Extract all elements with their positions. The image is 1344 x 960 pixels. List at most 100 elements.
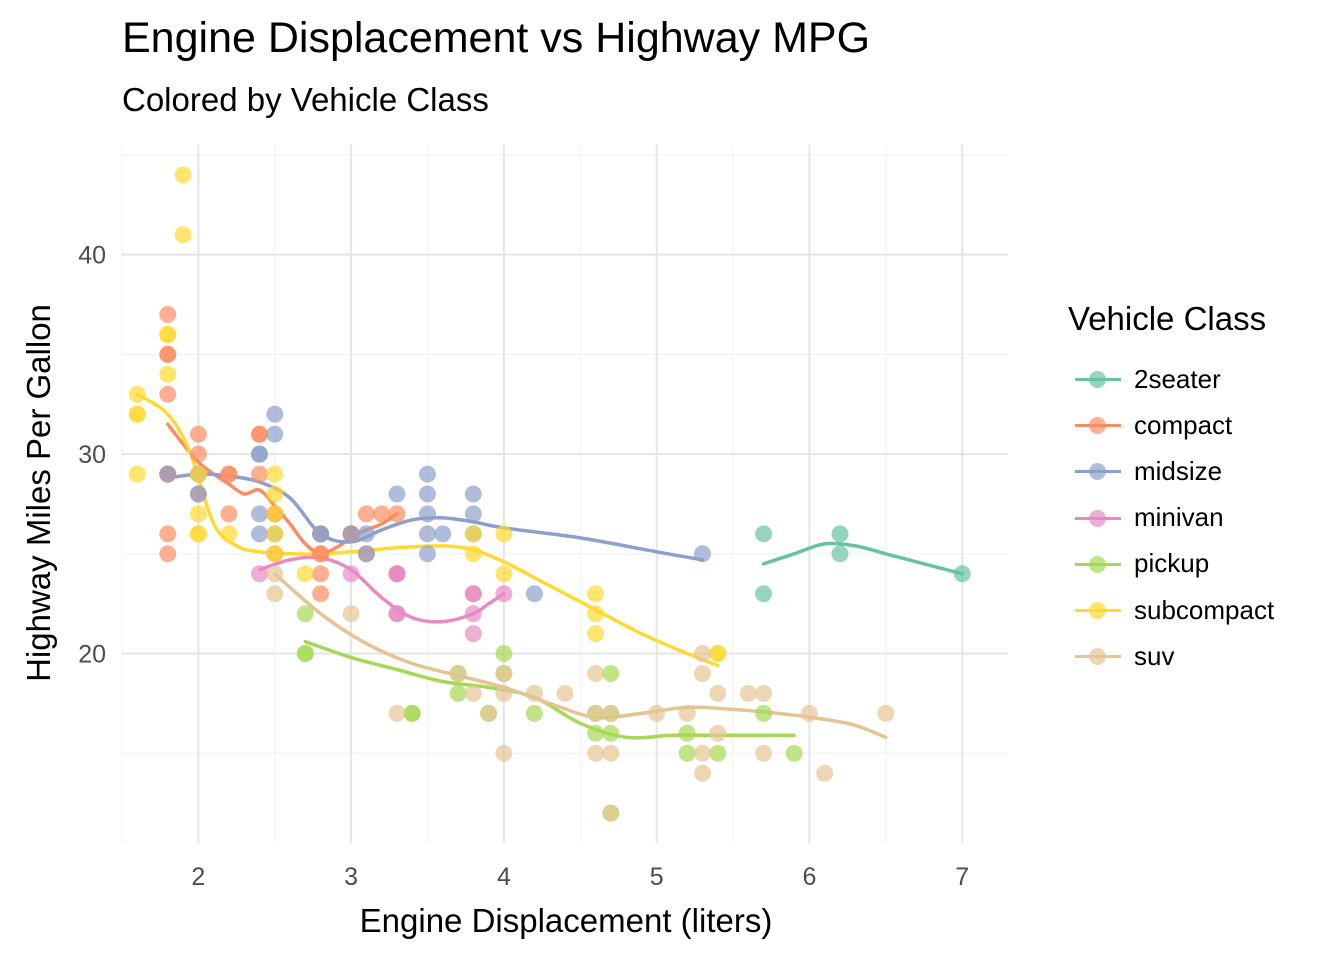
point-compact bbox=[159, 306, 177, 323]
point-suv bbox=[694, 645, 711, 662]
point-minivan bbox=[495, 585, 513, 603]
point-pickup bbox=[449, 684, 467, 702]
point-suv bbox=[602, 704, 620, 722]
point-midsize bbox=[434, 525, 452, 543]
point-subcompact bbox=[174, 166, 192, 184]
point-subcompact bbox=[266, 485, 284, 503]
point-compact bbox=[189, 425, 207, 443]
point-midsize bbox=[419, 525, 436, 543]
point-subcompact bbox=[128, 385, 146, 403]
point-suv bbox=[694, 764, 711, 782]
point-midsize bbox=[694, 545, 711, 563]
point-subcompact bbox=[189, 465, 207, 483]
point-suv bbox=[587, 704, 605, 722]
chart-subtitle: Colored by Vehicle Class bbox=[122, 81, 489, 118]
point-pickup bbox=[495, 645, 513, 662]
point-subcompact bbox=[266, 505, 284, 523]
point-midsize bbox=[419, 465, 436, 483]
point-minivan bbox=[251, 565, 268, 583]
point-suv bbox=[694, 665, 711, 682]
x-axis-title: Engine Displacement (liters) bbox=[360, 902, 773, 939]
point-subcompact bbox=[128, 405, 146, 423]
legend-key-minivan bbox=[1068, 503, 1128, 533]
point-pickup bbox=[678, 724, 696, 742]
legend-label: pickup bbox=[1134, 548, 1210, 579]
legend-key-dot bbox=[1089, 555, 1106, 573]
x-tick-label: 4 bbox=[497, 863, 511, 891]
point-compact bbox=[251, 425, 268, 443]
point-midsize bbox=[189, 485, 207, 503]
x-tick-label: 2 bbox=[191, 863, 205, 891]
point-midsize bbox=[342, 525, 360, 543]
point-suv bbox=[525, 684, 543, 702]
legend: Vehicle Class 2seater compact midsize miniv… bbox=[1068, 300, 1274, 679]
point-suv bbox=[342, 605, 360, 623]
point-2seater bbox=[755, 585, 773, 603]
point-compact bbox=[388, 505, 406, 523]
point-suv bbox=[800, 704, 818, 722]
point-suv bbox=[755, 744, 773, 762]
point-suv bbox=[739, 684, 757, 702]
point-compact bbox=[159, 545, 177, 563]
point-subcompact bbox=[587, 625, 605, 643]
point-suv bbox=[480, 704, 498, 722]
chart-title: Engine Displacement vs Highway MPG bbox=[122, 14, 871, 62]
point-suv bbox=[556, 684, 574, 702]
point-compact bbox=[312, 545, 330, 563]
point-suv bbox=[602, 804, 620, 822]
y-tick-label: 20 bbox=[78, 641, 106, 669]
point-suv bbox=[694, 744, 711, 762]
point-midsize bbox=[159, 465, 177, 483]
y-tick-label: 30 bbox=[78, 441, 106, 469]
point-pickup bbox=[678, 744, 696, 762]
point-2seater bbox=[953, 565, 971, 583]
point-pickup bbox=[602, 724, 620, 742]
point-subcompact bbox=[464, 525, 482, 543]
point-subcompact bbox=[159, 326, 177, 343]
point-minivan bbox=[464, 585, 482, 603]
point-pickup bbox=[755, 704, 773, 722]
legend-label: minivan bbox=[1134, 502, 1224, 533]
point-suv bbox=[495, 684, 513, 702]
y-tick-label: 40 bbox=[78, 242, 106, 270]
point-compact bbox=[373, 505, 391, 523]
x-tick-label: 7 bbox=[955, 863, 969, 891]
legend-key-dot bbox=[1089, 509, 1106, 527]
legend-key-dot bbox=[1089, 602, 1106, 620]
x-tick-label: 6 bbox=[802, 863, 816, 891]
legend-label: midsize bbox=[1134, 455, 1223, 486]
legend-key-dot bbox=[1089, 371, 1106, 389]
point-midsize bbox=[525, 585, 543, 603]
legend-item-minivan: minivan bbox=[1068, 495, 1274, 541]
point-subcompact bbox=[495, 525, 513, 543]
point-subcompact bbox=[174, 226, 192, 244]
point-suv bbox=[709, 684, 727, 702]
point-minivan bbox=[388, 565, 406, 583]
point-subcompact bbox=[709, 645, 727, 662]
point-suv bbox=[816, 764, 834, 782]
point-subcompact bbox=[587, 585, 605, 603]
point-compact bbox=[159, 525, 177, 543]
point-suv bbox=[464, 684, 482, 702]
legend-item-compact: compact bbox=[1068, 402, 1274, 448]
point-suv bbox=[678, 704, 696, 722]
point-subcompact bbox=[128, 465, 146, 483]
point-pickup bbox=[525, 704, 543, 722]
point-midsize bbox=[357, 545, 375, 563]
point-subcompact bbox=[266, 545, 284, 563]
x-tick-label: 5 bbox=[650, 863, 664, 891]
point-compact bbox=[220, 505, 238, 523]
grid-lines bbox=[121, 145, 1008, 843]
point-compact bbox=[312, 565, 330, 583]
legend-label: suv bbox=[1134, 640, 1175, 671]
point-midsize bbox=[251, 505, 268, 523]
point-2seater bbox=[831, 525, 849, 543]
legend-key-dot bbox=[1089, 463, 1106, 481]
legend-key-compact bbox=[1068, 410, 1128, 440]
point-pickup bbox=[296, 645, 314, 662]
legend-item-pickup: pickup bbox=[1068, 541, 1274, 587]
legend-key-dot bbox=[1089, 417, 1106, 435]
legend-label: compact bbox=[1134, 409, 1233, 440]
point-midsize bbox=[251, 525, 268, 543]
